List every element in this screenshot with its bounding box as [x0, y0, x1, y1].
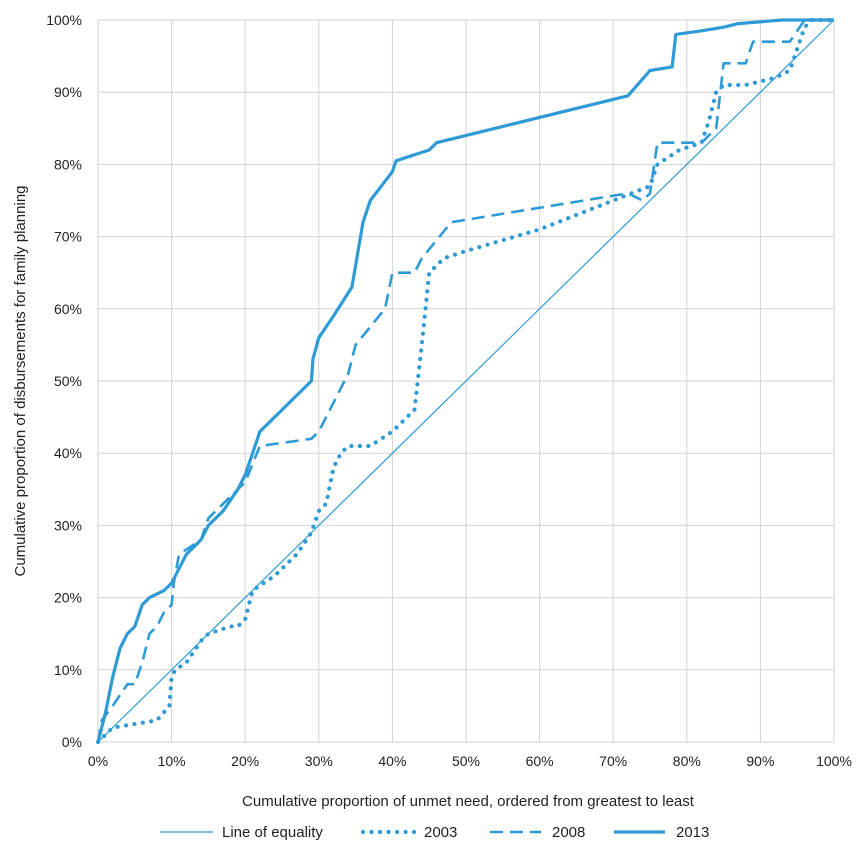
y-tick-label: 10% [54, 662, 82, 678]
x-tick-label: 100% [816, 753, 852, 769]
y-tick-label: 90% [54, 84, 82, 100]
x-tick-label: 70% [599, 753, 627, 769]
x-tick-label: 90% [746, 753, 774, 769]
y-tick-label: 70% [54, 229, 82, 245]
series-line-2003 [95, 17, 837, 745]
y-tick-label: 0% [62, 734, 82, 750]
series-line-2008 [96, 18, 834, 743]
x-tick-label: 60% [526, 753, 554, 769]
y-axis-title: Cumulative proportion of disbursements f… [12, 185, 29, 576]
y-tick-label: 40% [54, 445, 82, 461]
x-tick-label: 80% [673, 753, 701, 769]
y-tick-label: 80% [54, 156, 82, 172]
x-axis-title: Cumulative proportion of unmet need, ord… [242, 793, 695, 810]
x-tick-label: 0% [88, 753, 108, 769]
x-tick-label: 20% [231, 753, 259, 769]
grid [97, 19, 835, 743]
x-tick-label: 50% [452, 753, 480, 769]
series-layer [95, 17, 837, 745]
tick-labels: 0% 10% 20% 30% 40% 50% 60% 70% 80% 90% 100% 0% 10% 20… [46, 12, 852, 769]
y-tick-label: 100% [46, 12, 82, 28]
y-tick-label: 20% [54, 590, 82, 606]
legend-label: 2013 [676, 824, 709, 841]
legend-label: Line of equality [222, 824, 323, 841]
legend-label: 2003 [424, 824, 457, 841]
legend-label: 2008 [552, 824, 585, 841]
series-line-line-of-equality [97, 19, 835, 743]
series-line-2013 [96, 18, 834, 743]
y-tick-label: 30% [54, 517, 82, 533]
y-tick-label: 60% [54, 301, 82, 317]
y-tick-label: 50% [54, 373, 82, 389]
x-tick-label: 40% [378, 753, 406, 769]
legend: Line of equality 2003 2008 2013 [160, 824, 709, 841]
x-tick-label: 30% [305, 753, 333, 769]
x-tick-label: 10% [158, 753, 186, 769]
